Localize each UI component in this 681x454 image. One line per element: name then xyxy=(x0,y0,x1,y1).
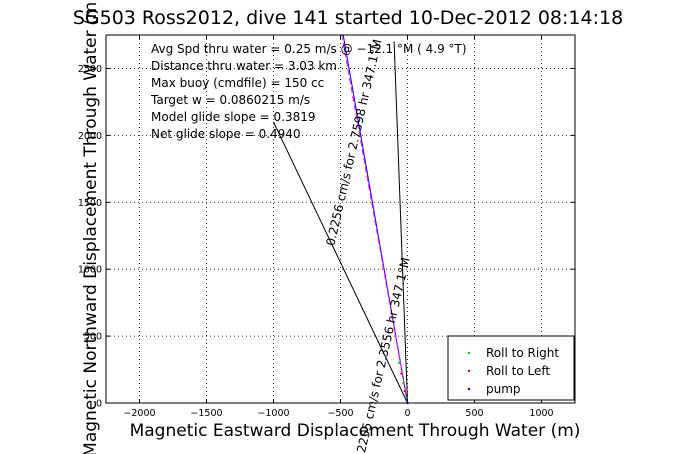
grid-lines xyxy=(106,35,575,404)
annotation-net-glide-slope: Net glide slope = 0.4940 xyxy=(151,127,301,141)
annotation-distance: Distance thru water = 3.03 km xyxy=(151,59,337,73)
series-line xyxy=(342,34,408,404)
y-axis-label: Magnetic Northward Displacement Through … xyxy=(81,0,101,454)
y-tick-label: 1000 xyxy=(78,265,102,276)
x-tick-label: −1000 xyxy=(257,408,289,419)
series-point xyxy=(398,361,401,365)
series-point xyxy=(402,381,405,385)
series-point xyxy=(400,372,403,375)
series-line xyxy=(341,34,408,404)
series-point xyxy=(403,389,407,393)
legend-marker-pump xyxy=(467,387,471,391)
x-tick-label: −1500 xyxy=(190,408,222,419)
x-axis-label: Magnetic Eastward Displacement Through W… xyxy=(130,421,581,441)
y-tick-label: 0 xyxy=(96,399,102,410)
legend-marker-roll-left xyxy=(467,369,471,373)
annotation-avg-speed: Avg Spd thru water = 0.25 m/s @ −12.1 °M… xyxy=(151,42,467,56)
y-tick-label: 2500 xyxy=(78,64,102,75)
annotation-block: Avg Spd thru water = 0.25 m/s @ −12.1 °M… xyxy=(150,42,467,141)
series-layer xyxy=(273,34,409,405)
legend-label-pump: pump xyxy=(486,382,521,396)
legend-marker-roll-right xyxy=(467,351,471,355)
x-tick-label: 500 xyxy=(465,408,483,419)
x-tick-label: 1000 xyxy=(529,408,553,419)
chart-title: SG503 Ross2012, dive 141 started 10-Dec-… xyxy=(73,7,623,29)
y-tick-label: 500 xyxy=(84,332,102,343)
legend: Roll to Right Roll to Left pump xyxy=(447,335,575,401)
series-line xyxy=(393,41,408,404)
x-tick-label: −500 xyxy=(327,408,353,419)
x-tick-label: −2000 xyxy=(123,408,155,419)
annotation-model-glide-slope: Model glide slope = 0.3819 xyxy=(151,110,316,124)
series-line xyxy=(273,121,408,404)
y-tick-label: 2000 xyxy=(78,131,102,142)
annotation-target-w: Target w = 0.0860215 m/s xyxy=(150,93,310,107)
legend-label-roll-right: Roll to Right xyxy=(486,346,559,360)
axis-ticks: −2000 −1500 −1000 −500 0 500 1000 0 500 1000 1500 2… xyxy=(78,35,575,419)
legend-label-roll-left: Roll to Left xyxy=(486,364,550,378)
x-tick-label: 0 xyxy=(404,408,410,419)
series-point xyxy=(404,396,408,399)
annotation-max-buoy: Max buoy (cmdfile) = 150 cc xyxy=(151,76,324,90)
y-tick-label: 1500 xyxy=(78,198,102,209)
